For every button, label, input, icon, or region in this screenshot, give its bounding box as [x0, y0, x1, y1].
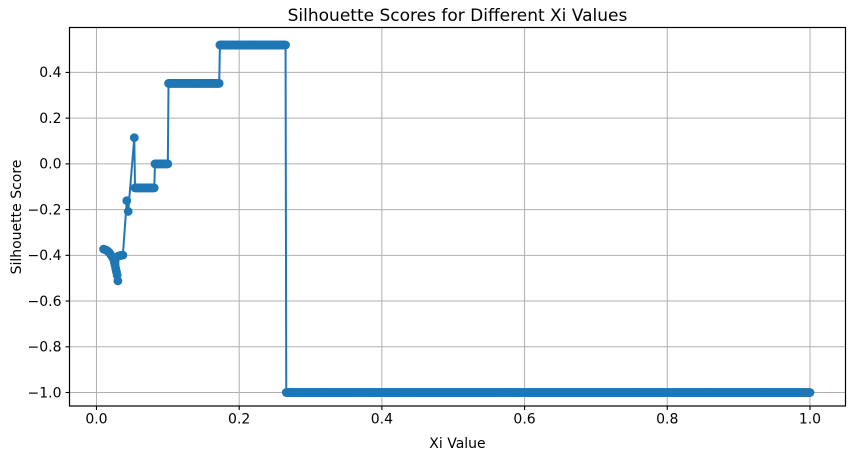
data-point — [123, 207, 133, 216]
data-point — [149, 183, 159, 193]
y-tick-label: −0.4 — [28, 248, 62, 264]
chart-title: Silhouette Scores for Different Xi Value… — [287, 6, 628, 26]
y-tick-label: 0.0 — [39, 157, 61, 173]
data-point — [122, 196, 132, 206]
x-tick-label: 0.2 — [228, 412, 250, 428]
data-point — [113, 276, 123, 286]
x-tick-label: 0.8 — [656, 412, 678, 428]
x-tick-label: 1.0 — [799, 412, 821, 428]
x-axis-label: Xi Value — [429, 436, 486, 452]
data-point-markers — [99, 40, 815, 397]
y-tick-label: −1.0 — [28, 385, 62, 401]
y-tick-label: 0.4 — [39, 65, 61, 81]
x-tick-label: 0.6 — [513, 412, 535, 428]
data-point — [129, 133, 139, 142]
data-point — [118, 250, 128, 260]
x-tick-label: 0.4 — [371, 412, 393, 428]
data-point — [163, 159, 173, 169]
data-point — [805, 388, 815, 397]
y-tick-label: −0.6 — [28, 294, 62, 310]
y-tick-label: −0.2 — [28, 202, 62, 218]
data-point — [281, 40, 290, 50]
x-tick-label: 0.0 — [85, 412, 107, 428]
axes-spines — [68, 26, 847, 407]
data-point — [214, 79, 224, 88]
data-line — [102, 43, 811, 394]
y-tick-label: −0.8 — [28, 340, 62, 356]
y-tick-label: 0.2 — [39, 111, 61, 127]
